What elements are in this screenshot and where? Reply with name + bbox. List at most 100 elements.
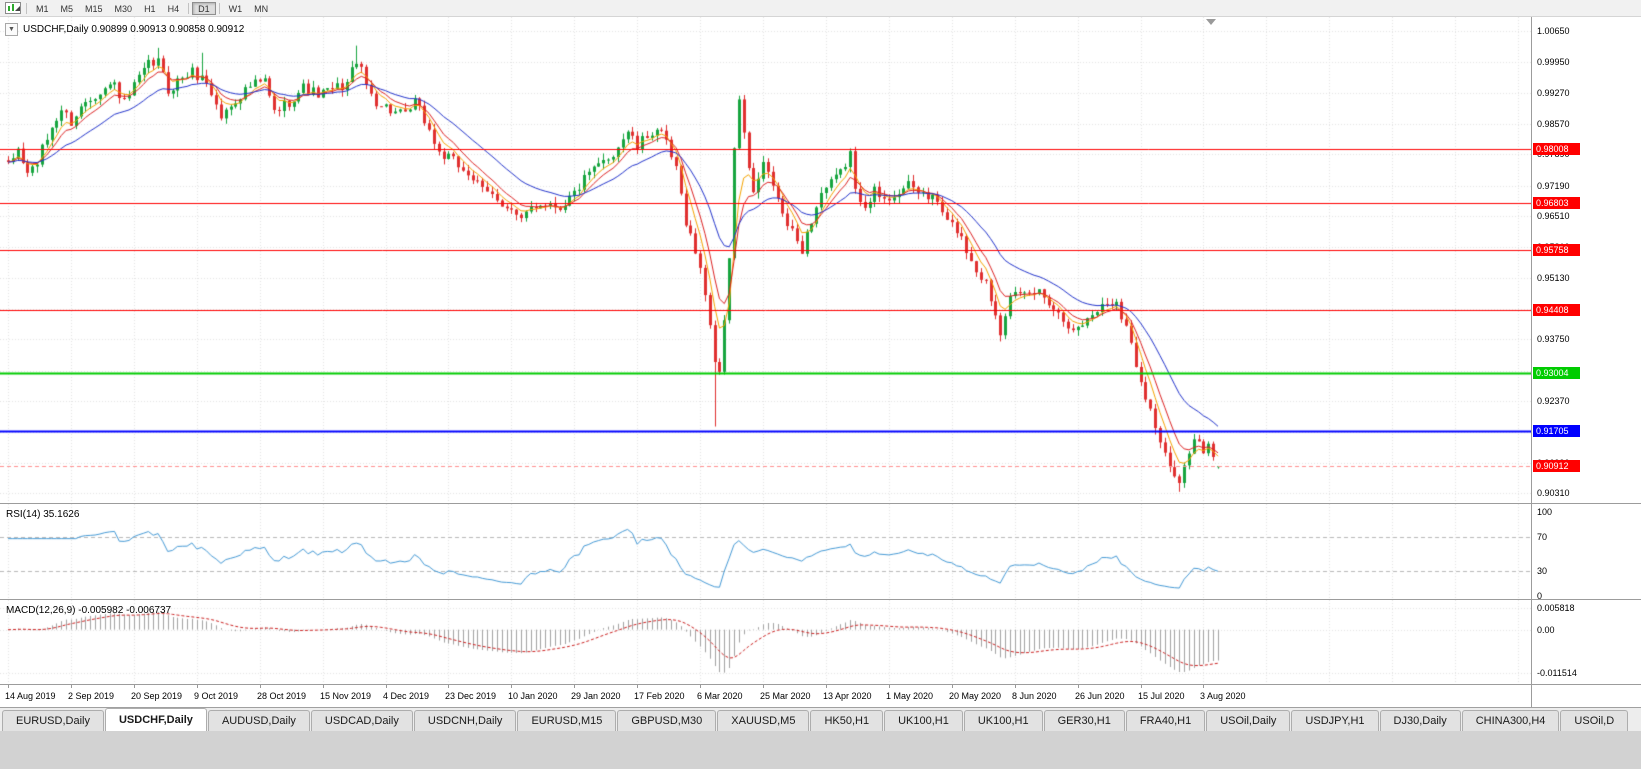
- chart-window: ▼ USDCHF,Daily 0.90899 0.90913 0.90858 0…: [0, 17, 1641, 707]
- date-axis-label: 8 Jun 2020: [1012, 691, 1057, 701]
- date-tick: [637, 685, 638, 688]
- chart-tab-china300-h4[interactable]: CHINA300,H4: [1461, 710, 1560, 731]
- date-axis-label: 25 Mar 2020: [760, 691, 811, 701]
- rsi-axis-label: 70: [1537, 532, 1548, 543]
- date-tick: [700, 685, 701, 688]
- macd-indicator-canvas[interactable]: [0, 600, 1531, 684]
- timeframe-buttons-group: M1 M5 M15 M30 H1 H4 D1 W1 MN: [30, 1, 274, 15]
- price-level-badge: 0.96803: [1533, 196, 1580, 209]
- date-axis-label: 3 Aug 2020: [1200, 691, 1246, 701]
- timeframes-toolbar: M1 M5 M15 M30 H1 H4 D1 W1 MN: [0, 0, 1641, 17]
- timeframe-button-m30[interactable]: M30: [114, 3, 133, 14]
- price-axis-label: 0.99270: [1537, 87, 1570, 98]
- chart-tab-usdchf-daily[interactable]: USDCHF,Daily: [104, 708, 207, 731]
- toolbar-separator: [188, 2, 190, 14]
- date-axis-label: 17 Feb 2020: [634, 691, 685, 701]
- chart-icon-glyph: [5, 2, 21, 14]
- price-axis-label: 0.98570: [1537, 118, 1570, 129]
- timeframe-button-d1[interactable]: D1: [192, 1, 216, 15]
- chart-tab-usdcnh-daily[interactable]: USDCNH,Daily: [413, 710, 517, 731]
- chart-dropdown-icon[interactable]: ▼: [5, 23, 18, 36]
- chart-tab-audusd-daily[interactable]: AUDUSD,Daily: [207, 710, 310, 731]
- date-axis-label: 9 Oct 2019: [194, 691, 239, 701]
- price-axis-label: 0.99950: [1537, 57, 1570, 68]
- date-tick: [260, 685, 261, 688]
- timeframe-button-w1[interactable]: W1: [228, 3, 243, 14]
- price-axis-label: 0.96510: [1537, 210, 1570, 221]
- price-axis-label: 0.90310: [1537, 488, 1570, 499]
- date-axis-label: 23 Dec 2019: [445, 691, 497, 701]
- date-axis-label: 20 May 2020: [949, 691, 1002, 701]
- price-axis-label: 0.92370: [1537, 396, 1570, 407]
- current-price-badge: 0.90912: [1533, 460, 1580, 473]
- date-tick: [1015, 685, 1016, 688]
- chart-tab-fra40-h1[interactable]: FRA40,H1: [1125, 710, 1206, 731]
- date-tick: [511, 685, 512, 688]
- macd-axis-label: 0.00: [1537, 624, 1555, 635]
- date-axis-label: 14 Aug 2019: [5, 691, 56, 701]
- macd-axis-label: 0.005818: [1537, 602, 1575, 613]
- chart-tab-gbpusd-m30[interactable]: GBPUSD,M30: [617, 710, 717, 731]
- rsi-label: RSI(14) 35.1626: [6, 509, 80, 520]
- date-tick: [889, 685, 890, 688]
- chart-tab-eurusd-m15[interactable]: EURUSD,M15: [517, 710, 617, 731]
- chart-tab-usoil-d[interactable]: USOil,D: [1560, 710, 1629, 731]
- timeframe-button-h4[interactable]: H4: [167, 3, 180, 14]
- chart-tab-usdcad-daily[interactable]: USDCAD,Daily: [310, 710, 413, 731]
- rsi-axis-label: 0: [1537, 590, 1543, 601]
- date-tick: [1203, 685, 1204, 688]
- chart-tab-usdjpy-h1[interactable]: USDJPY,H1: [1291, 710, 1379, 731]
- chart-title: ▼ USDCHF,Daily 0.90899 0.90913 0.90858 0…: [5, 23, 244, 36]
- chart-icon[interactable]: [3, 1, 23, 15]
- price-level-badge: 0.95758: [1533, 243, 1580, 256]
- price-axis-label: 0.93750: [1537, 334, 1570, 345]
- timeframe-button-m5[interactable]: M5: [60, 3, 74, 14]
- date-axis-label: 4 Dec 2019: [383, 691, 430, 701]
- rsi-indicator-canvas[interactable]: [0, 504, 1531, 599]
- date-axis-label: 15 Jul 2020: [1138, 691, 1185, 701]
- date-axis-label: 28 Oct 2019: [257, 691, 307, 701]
- chart-tab-hk50-h1[interactable]: HK50,H1: [810, 710, 884, 731]
- chart-title-text: USDCHF,Daily 0.90899 0.90913 0.90858 0.9…: [23, 24, 245, 35]
- timeframe-button-h1[interactable]: H1: [144, 3, 156, 14]
- date-tick: [826, 685, 827, 688]
- chart-tab-usoil-daily[interactable]: USOil,Daily: [1206, 710, 1291, 731]
- price-level-badge: 0.98008: [1533, 142, 1580, 155]
- rsi-axis-label: 100: [1537, 506, 1553, 517]
- chart-tab-ger30-h1[interactable]: GER30,H1: [1043, 710, 1125, 731]
- price-level-badge: 0.93004: [1533, 366, 1580, 379]
- chart-tab-uk100-h1[interactable]: UK100,H1: [884, 710, 963, 731]
- price-axis[interactable]: 1.006500.999500.992700.985700.978900.971…: [1532, 17, 1641, 707]
- timeframe-button-m1[interactable]: M1: [36, 3, 49, 14]
- date-axis-label: 10 Jan 2020: [508, 691, 558, 701]
- rsi-axis-label: 30: [1537, 565, 1548, 576]
- timeframe-button-m15[interactable]: M15: [85, 3, 103, 14]
- date-tick: [1078, 685, 1079, 688]
- price-axis-label: 0.95130: [1537, 272, 1570, 283]
- chart-tab-eurusd-daily[interactable]: EURUSD,Daily: [2, 710, 104, 731]
- date-tick: [8, 685, 9, 688]
- price-axis-label: 1.00650: [1537, 25, 1570, 36]
- timeframe-button-mn[interactable]: MN: [254, 3, 269, 14]
- date-tick: [952, 685, 953, 688]
- date-tick: [574, 685, 575, 688]
- chart-tab-uk100-h1[interactable]: UK100,H1: [963, 710, 1043, 731]
- date-axis-label: 2 Sep 2019: [68, 691, 115, 701]
- date-axis-label: 29 Jan 2020: [571, 691, 621, 701]
- price-chart-canvas[interactable]: [0, 17, 1531, 503]
- chart-shift-marker[interactable]: [1206, 19, 1216, 25]
- date-tick: [448, 685, 449, 688]
- chart-tab-dj30-daily[interactable]: DJ30,Daily: [1379, 710, 1461, 731]
- date-tick: [323, 685, 324, 688]
- macd-panel-separator[interactable]: [0, 599, 1641, 600]
- rsi-panel-separator[interactable]: [0, 503, 1641, 504]
- toolbar-separator: [218, 2, 220, 14]
- price-level-badge: 0.91705: [1533, 424, 1580, 437]
- date-axis-label: 15 Nov 2019: [320, 691, 372, 701]
- price-level-badge: 0.94408: [1533, 303, 1580, 316]
- date-tick: [197, 685, 198, 688]
- chart-tab-xauusd-m5[interactable]: XAUUSD,M5: [717, 710, 810, 731]
- date-tick: [1141, 685, 1142, 688]
- date-axis[interactable]: 14 Aug 2019 2 Sep 2019 20 Sep 2019 9 Oct 20…: [0, 685, 1531, 707]
